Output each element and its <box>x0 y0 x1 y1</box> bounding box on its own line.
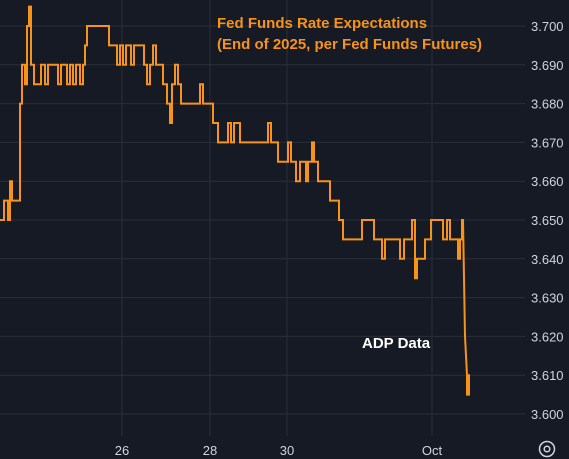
y-tick-label: 3.690 <box>531 58 564 73</box>
y-tick-label: 3.600 <box>531 407 564 422</box>
series-line <box>0 5 470 396</box>
x-tick-label: 30 <box>280 443 294 458</box>
chart-title-line-1: Fed Funds Rate Expectations <box>217 15 427 32</box>
y-tick-label: 3.660 <box>531 174 564 189</box>
y-tick-label: 3.680 <box>531 97 564 112</box>
y-tick-label: 3.640 <box>531 252 564 267</box>
settings-gear-icon[interactable] <box>538 440 556 458</box>
y-tick-label: 3.670 <box>531 135 564 150</box>
adp-data-annotation: ADP Data <box>362 335 431 352</box>
chart-title-line-2: (End of 2025, per Fed Funds Futures) <box>217 36 482 53</box>
x-tick-label: Oct <box>422 443 443 458</box>
y-tick-label: 3.700 <box>531 19 564 34</box>
y-tick-label: 3.630 <box>531 291 564 306</box>
y-tick-label: 3.610 <box>531 368 564 383</box>
x-tick-label: 26 <box>115 443 129 458</box>
y-tick-label: 3.650 <box>531 213 564 228</box>
x-tick-label: 28 <box>203 443 217 458</box>
y-tick-label: 3.620 <box>531 329 564 344</box>
y-axis-tick-labels: 3.600 3.610 3.620 3.630 3.640 3.650 3.660 3.670… <box>531 19 564 422</box>
x-axis-tick-labels: 26 28 30 Oct <box>115 443 443 458</box>
